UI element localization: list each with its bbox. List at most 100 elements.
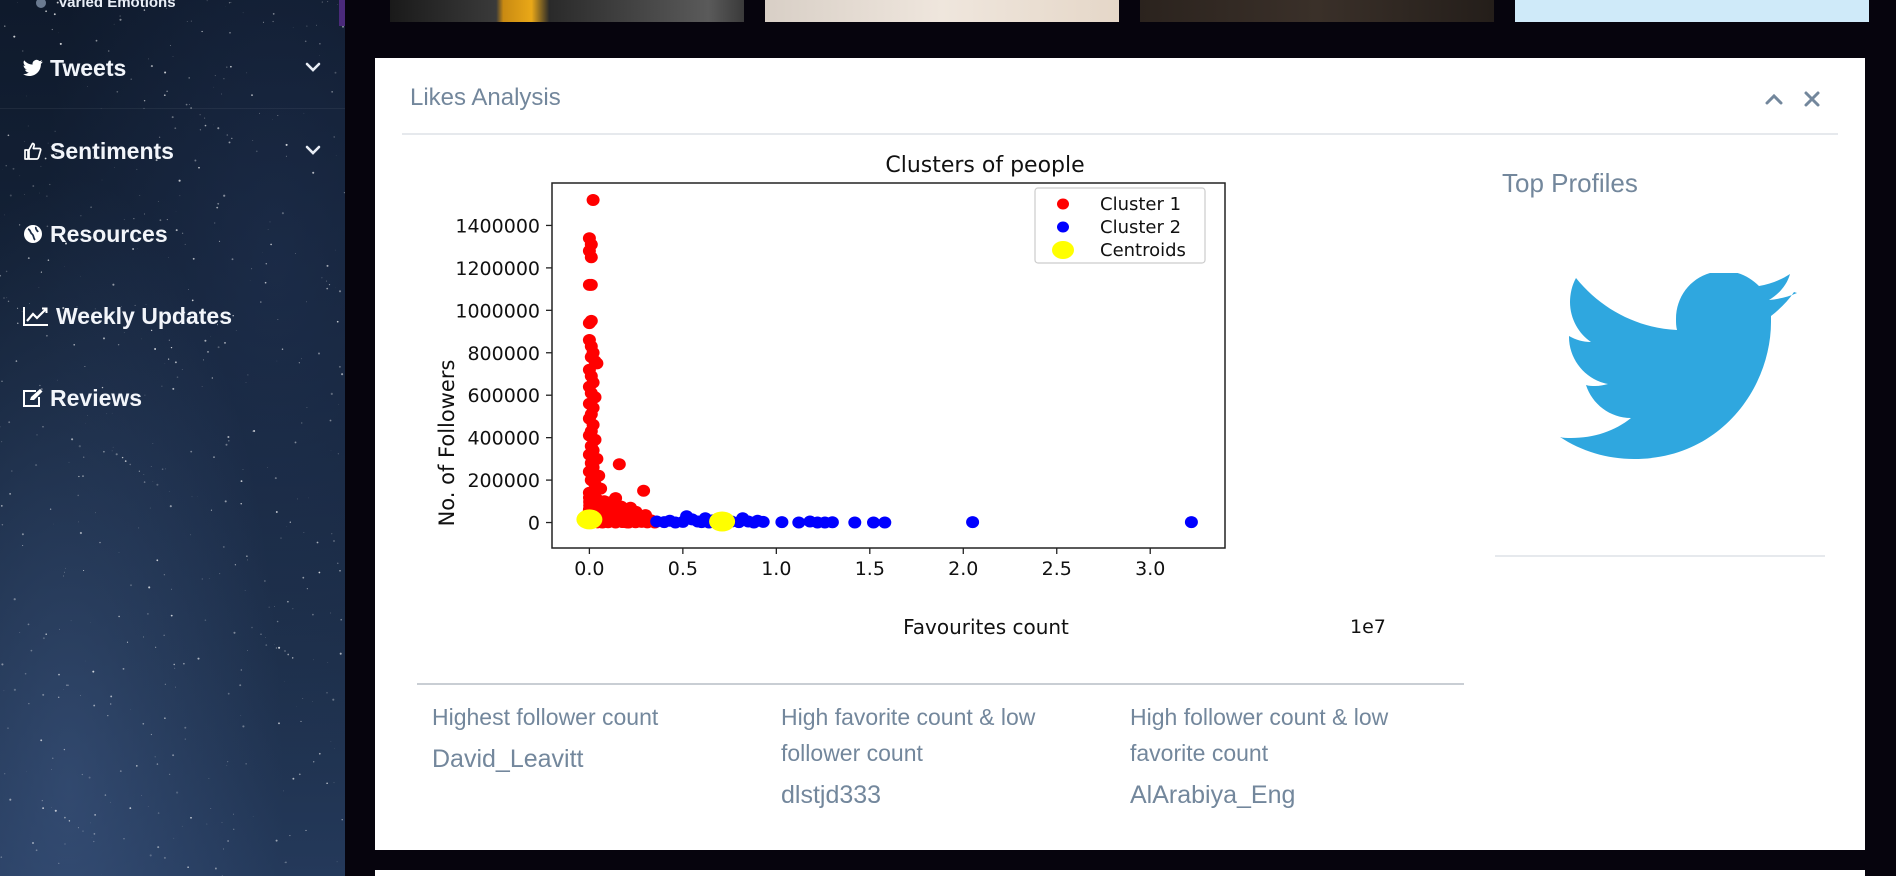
star (272, 13, 275, 15)
star (84, 660, 86, 662)
thumbnail-card-1[interactable] (390, 0, 744, 22)
star (0, 274, 2, 277)
star (39, 192, 41, 194)
star (103, 450, 105, 453)
star (70, 620, 72, 622)
sidebar: Varied Emotions Tweets Sentiments Resour… (0, 0, 345, 876)
star (28, 703, 30, 705)
star (44, 157, 47, 160)
cluster-point (583, 491, 597, 504)
star (54, 130, 56, 132)
star (139, 194, 141, 197)
sidebar-item-label: Resources (50, 220, 168, 247)
star (171, 588, 173, 590)
star (312, 613, 314, 616)
stats-divider (417, 683, 1464, 685)
sidebar-item-reviews[interactable]: Reviews (22, 382, 322, 414)
star (222, 848, 225, 850)
star (164, 683, 166, 685)
star (183, 662, 185, 665)
star (9, 798, 12, 801)
star (24, 672, 27, 675)
star (163, 856, 166, 859)
star (156, 763, 159, 765)
chevron-up-icon[interactable] (1763, 88, 1785, 110)
star (50, 769, 52, 771)
star (90, 206, 92, 209)
star (119, 770, 122, 772)
thumbnail-card-3[interactable] (1140, 0, 1494, 22)
star (233, 813, 234, 815)
star (184, 738, 186, 740)
star (330, 612, 332, 614)
star (318, 352, 320, 355)
star (117, 343, 120, 346)
sidebar-item-tweets[interactable]: Tweets (22, 52, 322, 84)
star (240, 715, 242, 716)
star (245, 763, 247, 765)
star (1, 523, 4, 526)
star (11, 470, 13, 472)
star (64, 843, 66, 845)
star (42, 807, 44, 809)
cluster-point (584, 251, 598, 264)
star (82, 830, 84, 832)
star (63, 571, 65, 573)
legend-label: Centroids (1100, 240, 1186, 261)
star (223, 194, 226, 197)
x-tick-label: 1.0 (761, 558, 791, 580)
star (297, 498, 298, 500)
stat-high-favorite-low-follower: High favorite count & low follower count… (781, 699, 1081, 810)
sidebar-item-resources[interactable]: Resources (22, 218, 322, 250)
close-icon[interactable] (1801, 88, 1823, 110)
x-tick-label: 2.0 (948, 558, 978, 580)
plot-frame (551, 182, 1226, 549)
thumbnail-card-2[interactable] (765, 0, 1119, 22)
star (149, 507, 151, 509)
star (13, 35, 16, 38)
star (330, 392, 333, 395)
star (93, 704, 96, 707)
star (327, 662, 329, 663)
star (107, 714, 109, 717)
star (264, 580, 266, 582)
star (168, 256, 169, 258)
sidebar-subitem-varied-emotions[interactable]: Varied Emotions (36, 0, 176, 11)
star (316, 541, 319, 544)
star (312, 171, 315, 174)
star (214, 75, 216, 77)
star (221, 93, 222, 95)
star (341, 819, 343, 821)
star (80, 215, 82, 217)
star (211, 377, 213, 379)
star (301, 358, 302, 360)
star (143, 9, 146, 11)
chart-title: Clusters of people (885, 153, 1084, 178)
star (64, 816, 66, 819)
star (19, 632, 21, 634)
star (308, 497, 309, 499)
sidebar-active-indicator (339, 0, 345, 26)
star (40, 165, 42, 167)
sidebar-item-weekly-updates[interactable]: Weekly Updates (22, 300, 322, 332)
star (292, 777, 295, 780)
star (242, 12, 244, 14)
star (45, 334, 48, 337)
star (94, 814, 96, 816)
star (15, 360, 18, 362)
thumbnail-card-4[interactable] (1515, 0, 1869, 22)
star (296, 706, 297, 707)
likes-analysis-panel: Likes Analysis Clusters of people No. of… (375, 58, 1865, 850)
sidebar-item-sentiments[interactable]: Sentiments (22, 135, 322, 167)
star (93, 833, 96, 835)
star (138, 470, 140, 472)
star (201, 30, 203, 33)
star (78, 445, 81, 448)
chevron-down-icon[interactable] (304, 141, 322, 159)
star (287, 653, 290, 656)
star (66, 684, 68, 686)
chevron-down-icon[interactable] (304, 58, 322, 76)
star (168, 491, 170, 492)
star (188, 104, 190, 105)
star (247, 374, 249, 376)
